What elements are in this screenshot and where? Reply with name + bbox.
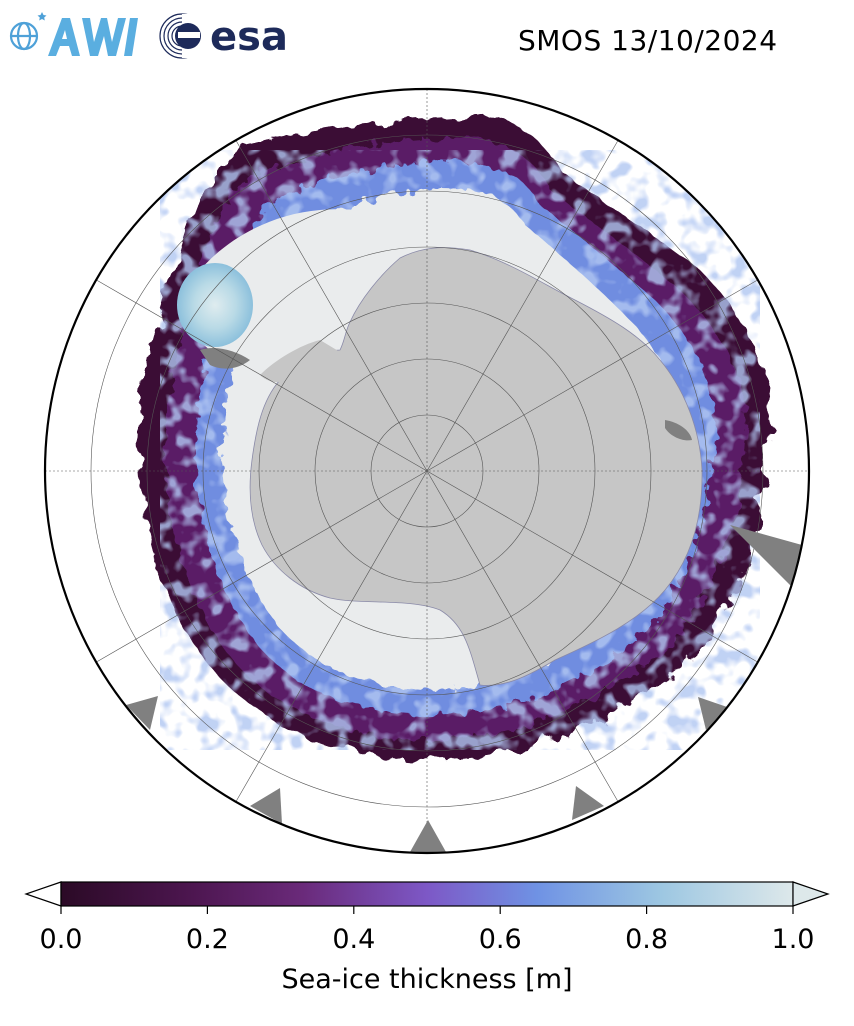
esa-logo: esa bbox=[158, 10, 308, 66]
colorbar-gradient bbox=[60, 881, 794, 907]
colorbar-under-arrow bbox=[24, 881, 62, 907]
antarctica-landmass bbox=[200, 247, 703, 686]
meridians-solid bbox=[92, 136, 762, 806]
colorbar-tick-label: 0.0 bbox=[39, 924, 83, 955]
colorbar-label: Sea-ice thickness [m] bbox=[281, 964, 573, 995]
weddell-thin-ice-patch bbox=[177, 263, 253, 347]
awi-logo bbox=[6, 6, 146, 66]
ice-shelf-dark bbox=[200, 348, 250, 369]
colorbar-over-arrow bbox=[792, 881, 830, 907]
colorbar-tick-label: 1.0 bbox=[771, 924, 815, 955]
map-boundary bbox=[43, 87, 811, 855]
colorbar-tick-label: 0.8 bbox=[625, 924, 669, 955]
colorbar-tick-label: 0.2 bbox=[185, 924, 229, 955]
data-gap-wedges bbox=[126, 525, 802, 852]
map-title: SMOS 13/10/2024 bbox=[518, 24, 778, 57]
header: esa SMOS 13/10/2024 bbox=[0, 0, 854, 75]
weddell-sea-ice bbox=[185, 209, 425, 380]
polar-map bbox=[43, 87, 811, 855]
svg-text:esa: esa bbox=[210, 14, 288, 60]
colorbar-tick-label: 0.4 bbox=[332, 924, 376, 955]
colorbar-tick-label: 0.6 bbox=[478, 924, 522, 955]
